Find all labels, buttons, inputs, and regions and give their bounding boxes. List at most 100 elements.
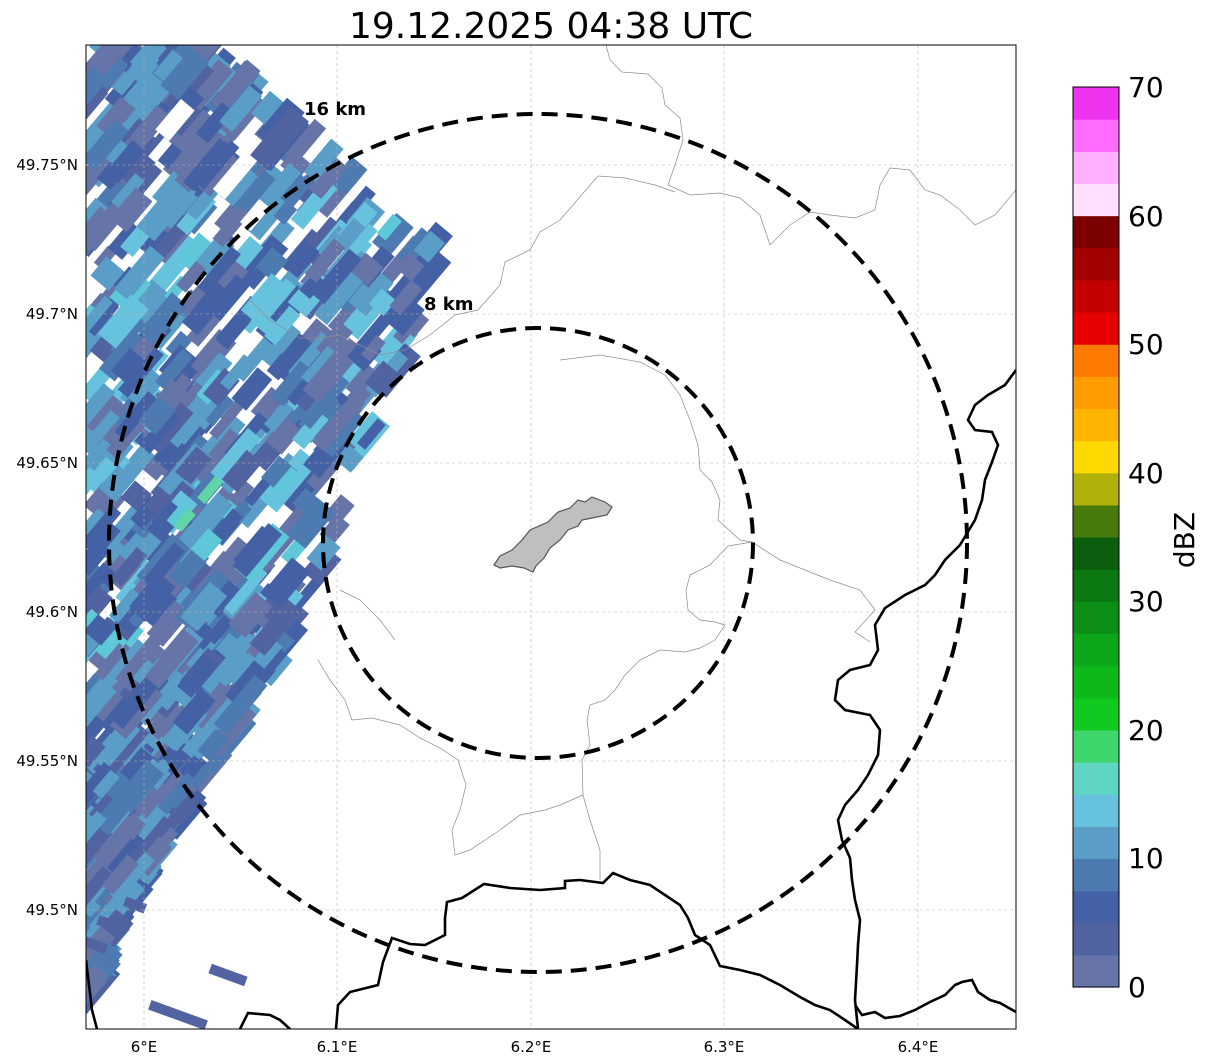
echo-pixel: [149, 136, 183, 170]
echo-pixel: [97, 294, 149, 349]
precipitation-echo-layer: [86, 45, 453, 1029]
boundary-line: [319, 175, 599, 356]
boundary-line: [249, 299, 320, 339]
echo-pixel: [114, 245, 165, 301]
echo-pixel: [180, 581, 228, 632]
echo-pixel: [212, 508, 244, 542]
colorbar-segment: [1073, 312, 1119, 345]
range-ring-label-16km: 16 km: [304, 99, 366, 120]
colorbar-tick-labels: 70 60 50 40 30 20 10 0: [1128, 71, 1164, 1004]
lat-tick-label: 49.6°N: [26, 603, 78, 621]
lon-tick-label: 6°E: [131, 1038, 158, 1056]
echo-pixel: [110, 347, 147, 385]
border-line: [238, 1011, 291, 1029]
colorbar-segment: [1073, 826, 1119, 860]
echo-pixel: [251, 90, 287, 128]
lat-tick-label: 49.5°N: [26, 901, 78, 919]
echo-pixel: [311, 248, 362, 305]
echo-pixel: [86, 452, 114, 510]
echo-pixel: [136, 176, 197, 242]
echo-pixel: [376, 213, 402, 241]
longitude-tick-labels: 6°E 6.1°E 6.2°E 6.3°E 6.4°E: [131, 1038, 939, 1056]
echo-pixel: [307, 156, 348, 200]
echo-pixel: [389, 279, 423, 316]
echo-pixel: [119, 813, 147, 841]
national-border: [86, 369, 1016, 1029]
colorbar-segment: [1073, 697, 1119, 731]
echo-pixel: [286, 497, 336, 549]
echo-pixel: [165, 373, 193, 403]
colorbar-segment: [1073, 440, 1119, 474]
echo-pixel: [263, 400, 294, 433]
echo-pixel: [144, 629, 199, 689]
echo-pixel: [96, 915, 128, 935]
echo-pixel: [181, 281, 232, 336]
colorbar-tick-label: 30: [1128, 585, 1164, 618]
echo-pixel: [201, 638, 252, 694]
echo-pixel: [213, 674, 268, 735]
echo-pixel: [120, 746, 159, 787]
echo-pixel: [220, 354, 253, 391]
echo-pixel: [86, 821, 113, 868]
echo-pixel: [215, 632, 238, 657]
echo-pixel: [86, 438, 114, 472]
colorbar-tick-label: 10: [1128, 842, 1164, 875]
echo-pixel: [86, 866, 113, 911]
colorbar-segment: [1073, 87, 1119, 120]
echo-pixel: [99, 57, 129, 90]
colorbar-segment: [1073, 247, 1119, 281]
echo-pixel: [174, 508, 196, 532]
echo-pixel: [237, 170, 284, 220]
echo-pixel: [195, 101, 234, 144]
echo-pixel: [304, 238, 346, 283]
echo-pixel: [86, 614, 116, 646]
border-line: [833, 369, 1016, 1029]
echo-pixel: [292, 487, 318, 514]
colorbar-segment: [1073, 569, 1119, 602]
echo-pixel: [197, 728, 230, 762]
colorbar-segment: [1073, 665, 1119, 699]
echo-pixel: [192, 352, 233, 396]
lat-tick-label: 49.55°N: [16, 752, 78, 770]
echo-pixel: [115, 637, 165, 692]
echo-pixel: [250, 278, 303, 336]
echo-pixel: [111, 546, 148, 587]
echo-pixel: [154, 348, 193, 391]
echo-pixel: [121, 130, 169, 185]
echo-pixel: [144, 486, 173, 517]
colorbar-segment: [1073, 151, 1119, 185]
echo-pixel: [90, 256, 125, 291]
echo-pixel: [86, 382, 115, 428]
echo-pixel: [165, 752, 187, 776]
echo-pixel: [126, 815, 174, 868]
echo-pixel: [282, 239, 320, 279]
echo-pixel: [109, 187, 153, 233]
echo-pixel: [126, 55, 156, 86]
range-ring-16km: [107, 112, 969, 974]
lat-tick-label: 49.75°N: [16, 156, 78, 174]
colorbar-tick-label: 60: [1128, 200, 1164, 233]
echo-pixel: [86, 410, 120, 455]
colorbar-segment: [1073, 601, 1119, 635]
echo-pixel: [86, 84, 109, 124]
echo-pixel: [270, 360, 314, 407]
echo-pixel: [160, 47, 210, 100]
echo-pixel: [262, 557, 311, 608]
echo-pixel: [86, 762, 116, 818]
echo-pixel: [231, 367, 273, 411]
colorbar-segment: [1073, 344, 1119, 377]
colorbar-segment: [1073, 537, 1119, 570]
echo-pixel: [170, 794, 200, 825]
echo-pixel: [161, 189, 205, 235]
city-area: [493, 496, 613, 573]
echo-pixel: [86, 735, 106, 768]
echo-pixel: [86, 119, 129, 171]
echo-pixel: [97, 722, 141, 771]
colorbar-segment: [1073, 504, 1119, 538]
echo-pixel: [191, 428, 241, 483]
echo-pixel: [101, 854, 139, 895]
echo-pixel: [172, 45, 210, 61]
echo-pixel: [197, 476, 223, 504]
echo-pixel: [208, 963, 248, 987]
echo-pixel: [98, 464, 136, 503]
